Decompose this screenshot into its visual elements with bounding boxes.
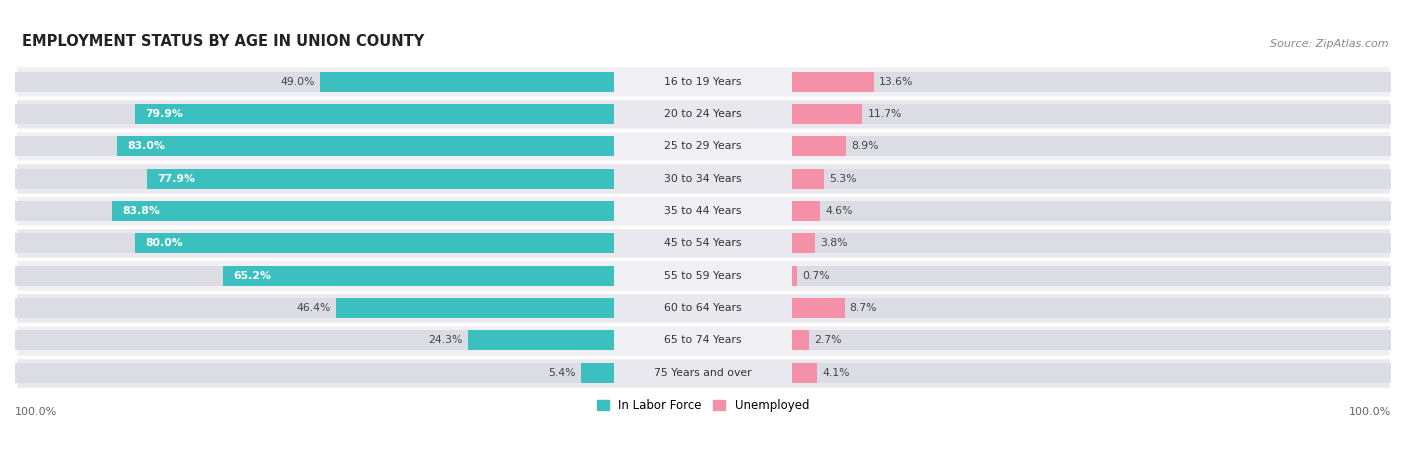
Text: 25 to 29 Years: 25 to 29 Years xyxy=(664,141,742,151)
Bar xyxy=(793,72,1391,92)
Bar xyxy=(15,324,1391,356)
Bar xyxy=(15,72,613,92)
Bar xyxy=(15,104,613,124)
Bar xyxy=(15,201,613,221)
Text: Source: ZipAtlas.com: Source: ZipAtlas.com xyxy=(1270,39,1388,49)
Text: 83.8%: 83.8% xyxy=(122,206,160,216)
Text: 13.6%: 13.6% xyxy=(879,77,914,87)
Text: 79.9%: 79.9% xyxy=(146,109,184,119)
Bar xyxy=(793,136,846,156)
Text: 0.7%: 0.7% xyxy=(801,271,830,281)
Bar xyxy=(793,363,817,383)
Bar xyxy=(321,72,613,92)
Text: 8.9%: 8.9% xyxy=(851,141,879,151)
Bar xyxy=(793,363,1391,383)
Text: 2.7%: 2.7% xyxy=(814,336,841,345)
Text: 5.4%: 5.4% xyxy=(548,368,576,377)
Text: 16 to 19 Years: 16 to 19 Years xyxy=(664,77,742,87)
Bar xyxy=(15,233,613,253)
Bar xyxy=(224,266,613,285)
Bar xyxy=(793,298,1391,318)
Bar xyxy=(793,233,1391,253)
Text: 80.0%: 80.0% xyxy=(145,238,183,249)
Text: 100.0%: 100.0% xyxy=(1348,407,1391,417)
Legend: In Labor Force, Unemployed: In Labor Force, Unemployed xyxy=(598,399,808,412)
Text: 83.0%: 83.0% xyxy=(127,141,165,151)
Bar xyxy=(15,169,613,189)
Text: 35 to 44 Years: 35 to 44 Years xyxy=(664,206,742,216)
Bar xyxy=(15,356,1391,389)
Bar xyxy=(15,136,613,156)
Bar xyxy=(148,169,613,189)
Bar xyxy=(793,169,824,189)
Text: 46.4%: 46.4% xyxy=(297,303,330,313)
Bar xyxy=(468,330,613,350)
Bar xyxy=(793,72,875,92)
Bar xyxy=(15,195,1391,227)
Bar xyxy=(135,104,613,124)
Text: 75 Years and over: 75 Years and over xyxy=(654,368,752,377)
Bar xyxy=(793,330,808,350)
Bar xyxy=(793,169,1391,189)
Text: 49.0%: 49.0% xyxy=(281,77,315,87)
Bar xyxy=(15,292,1391,324)
Bar xyxy=(793,201,820,221)
Text: 4.6%: 4.6% xyxy=(825,206,852,216)
Bar xyxy=(117,136,613,156)
Text: 100.0%: 100.0% xyxy=(15,407,58,417)
Bar xyxy=(112,201,613,221)
Text: 8.7%: 8.7% xyxy=(849,303,877,313)
Bar xyxy=(793,330,1391,350)
Text: 4.1%: 4.1% xyxy=(823,368,849,377)
Bar xyxy=(15,162,1391,195)
Text: 3.8%: 3.8% xyxy=(820,238,848,249)
Text: EMPLOYMENT STATUS BY AGE IN UNION COUNTY: EMPLOYMENT STATUS BY AGE IN UNION COUNTY xyxy=(22,34,425,49)
Bar xyxy=(15,65,1391,98)
Bar xyxy=(793,266,1391,285)
Text: 65 to 74 Years: 65 to 74 Years xyxy=(664,336,742,345)
Text: 20 to 24 Years: 20 to 24 Years xyxy=(664,109,742,119)
Bar xyxy=(15,266,613,285)
Text: 77.9%: 77.9% xyxy=(157,174,195,184)
Bar xyxy=(15,227,1391,259)
Bar xyxy=(15,259,1391,292)
Text: 65.2%: 65.2% xyxy=(233,271,271,281)
Bar xyxy=(135,233,613,253)
Bar xyxy=(793,201,1391,221)
Bar xyxy=(793,298,845,318)
Text: 5.3%: 5.3% xyxy=(830,174,856,184)
Bar xyxy=(336,298,613,318)
Text: 45 to 54 Years: 45 to 54 Years xyxy=(664,238,742,249)
Bar xyxy=(15,130,1391,162)
Bar xyxy=(793,104,862,124)
Text: 24.3%: 24.3% xyxy=(429,336,463,345)
Text: 30 to 34 Years: 30 to 34 Years xyxy=(664,174,742,184)
Bar xyxy=(793,104,1391,124)
Bar xyxy=(793,136,1391,156)
Text: 55 to 59 Years: 55 to 59 Years xyxy=(664,271,742,281)
Bar xyxy=(15,330,613,350)
Bar xyxy=(15,98,1391,130)
Text: 11.7%: 11.7% xyxy=(868,109,903,119)
Bar xyxy=(15,298,613,318)
Bar xyxy=(581,363,613,383)
Bar xyxy=(793,266,797,285)
Bar xyxy=(793,233,815,253)
Text: 60 to 64 Years: 60 to 64 Years xyxy=(664,303,742,313)
Bar xyxy=(15,363,613,383)
